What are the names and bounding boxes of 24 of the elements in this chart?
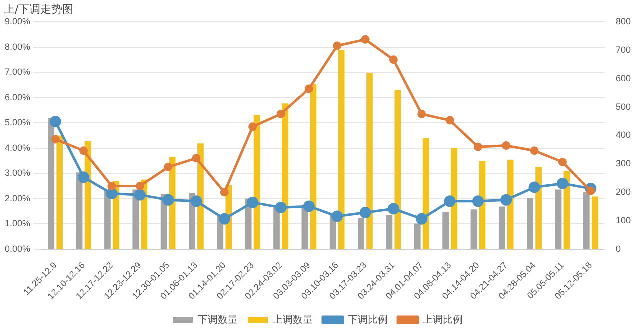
- y-tick-label: 2.00%: [4, 193, 31, 204]
- y2-tick-label: 200: [616, 187, 632, 198]
- y-tick-label: 8.00%: [4, 42, 31, 52]
- y2-tick-label: 600: [616, 73, 632, 84]
- y-tick-label: 5.00%: [4, 118, 31, 128]
- y2-tick-label: 700: [616, 44, 632, 55]
- chart-title: 上/下调走势图: [4, 2, 74, 17]
- y-tick-label: 1.00%: [4, 218, 31, 229]
- y2-tick-label: 300: [616, 158, 632, 169]
- y-tick-label: 9.00%: [4, 16, 31, 26]
- legend-label: 上调数量: [273, 314, 313, 326]
- legend-label: 下调比例: [348, 314, 388, 326]
- legend-label: 上调比例: [423, 314, 463, 326]
- y2-tick-label: 500: [616, 102, 632, 112]
- y-tick-label: 0.00%: [4, 244, 31, 254]
- y-tick-label: 6.00%: [4, 92, 31, 102]
- y2-tick-label: 100: [616, 215, 632, 226]
- y2-tick-label: 400: [616, 130, 632, 140]
- y2-tick-label: 800: [616, 16, 632, 26]
- y-tick-label: 3.00%: [4, 168, 31, 178]
- y-tick-label: 4.00%: [4, 142, 31, 153]
- y2-tick-label: 0: [616, 244, 621, 254]
- y-tick-label: 7.00%: [4, 67, 31, 78]
- legend-label: 下调数量: [198, 314, 238, 326]
